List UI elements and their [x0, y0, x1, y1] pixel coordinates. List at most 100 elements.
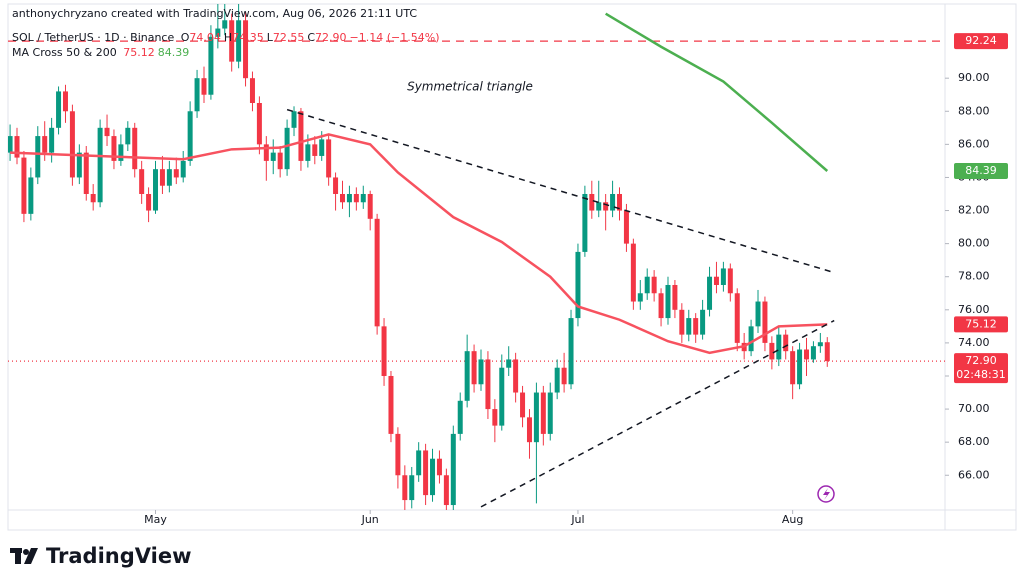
candle-body	[810, 346, 816, 360]
candle-body	[423, 450, 429, 496]
candle-body	[367, 193, 373, 219]
price-label: 84.39	[965, 164, 997, 177]
candle-body	[720, 268, 726, 285]
candle-body	[485, 359, 491, 410]
candle-body	[76, 152, 82, 178]
candle-body	[665, 284, 671, 319]
candle-body	[762, 301, 768, 343]
candle-body	[312, 144, 318, 156]
candle-body	[693, 318, 699, 335]
candle-body	[243, 20, 249, 79]
candle-body	[755, 301, 761, 327]
candle-body	[42, 136, 48, 153]
candle-body	[443, 475, 449, 506]
y-tick-label: 66.00	[958, 468, 990, 481]
candle-body	[139, 169, 145, 194]
candle-body	[346, 193, 352, 203]
ohlc-value: 72.55	[272, 31, 305, 44]
line-series	[286, 108, 835, 274]
y-tick-label: 76.00	[958, 303, 990, 316]
candle-body	[118, 144, 124, 161]
ohlc-item: C72.90	[307, 31, 346, 44]
candle-body	[298, 111, 304, 161]
candle-body	[713, 276, 719, 285]
candle-body	[478, 359, 484, 385]
candle-body	[326, 139, 332, 178]
candle-body	[305, 144, 311, 161]
ohlc-item: O74.04	[181, 31, 221, 44]
candle-body	[229, 20, 235, 62]
candle-body	[644, 276, 650, 294]
candle-body	[540, 392, 546, 434]
price-label-box	[954, 162, 1008, 179]
price-label-box	[954, 33, 1008, 50]
candle-body	[561, 367, 567, 385]
candle-body	[672, 284, 678, 310]
ohlc-label: L	[266, 31, 273, 44]
candle-body	[464, 351, 470, 401]
candle-body	[180, 160, 186, 178]
candle-body	[21, 157, 27, 214]
chart-frame	[7, 3, 1017, 531]
candle-body	[637, 293, 643, 302]
candle-body	[416, 450, 422, 476]
candle-body	[125, 127, 131, 145]
candle-body	[194, 78, 200, 112]
candle-body	[651, 276, 657, 294]
candle-body	[409, 475, 415, 501]
candle-body	[360, 193, 366, 203]
candle-body	[790, 351, 796, 385]
indicator-value: 75.12	[123, 46, 155, 59]
candle-body	[208, 36, 214, 95]
candle-body	[35, 136, 41, 178]
candle-body	[236, 20, 242, 62]
candle-body	[436, 458, 442, 476]
candle-body	[554, 367, 560, 393]
y-tick-label: 78.00	[958, 270, 990, 283]
price-label: 72.90	[965, 354, 997, 367]
candle-body	[146, 193, 152, 211]
candle-body	[769, 342, 775, 360]
symbol: SOL / TetherUS · 1D · Binance	[12, 31, 175, 44]
candle-body	[623, 210, 629, 244]
y-tick-label: 90.00	[958, 71, 990, 84]
indicator-value: 84.39	[157, 46, 190, 59]
y-tick-label: 82.00	[958, 204, 990, 217]
candle-body	[803, 349, 809, 360]
candle-body	[222, 20, 228, 29]
candle-body	[547, 392, 553, 434]
axes: 66.0068.0070.0072.0074.0076.0078.0080.00…	[144, 33, 1008, 526]
candle-body	[727, 268, 733, 294]
candle-body	[153, 169, 159, 211]
line-series	[605, 12, 829, 172]
candle-body	[90, 193, 96, 203]
candle-body	[513, 359, 519, 393]
candle-body	[97, 127, 103, 203]
price-label: 92.24	[965, 34, 997, 47]
ohlc-label: O	[180, 31, 190, 44]
alert-icon[interactable]	[817, 485, 835, 503]
candle-body	[14, 136, 20, 158]
price-label: 75.12	[965, 317, 997, 330]
line-series	[480, 319, 835, 508]
candle-body	[402, 475, 408, 501]
price-label-box	[954, 316, 1008, 333]
candle-body	[686, 318, 692, 335]
brand-icon	[10, 548, 38, 564]
plot-area	[8, 4, 945, 510]
candle-body	[457, 400, 463, 434]
brand-logo: TradingView	[10, 544, 191, 568]
y-tick-label: 68.00	[958, 435, 990, 448]
candle-body	[658, 293, 664, 319]
candle-body	[506, 359, 512, 368]
x-tick-label: May	[144, 513, 167, 526]
candle-body	[388, 375, 394, 434]
x-tick-label: Jun	[361, 513, 379, 526]
x-tick-label: Aug	[782, 513, 803, 526]
x-tick-label: Jul	[570, 513, 584, 526]
annotation: Symmetrical triangle	[407, 80, 533, 94]
ohlc-item: L72.55	[267, 31, 305, 44]
candle-body	[83, 152, 89, 194]
ohlc-value: 72.90	[315, 31, 347, 44]
